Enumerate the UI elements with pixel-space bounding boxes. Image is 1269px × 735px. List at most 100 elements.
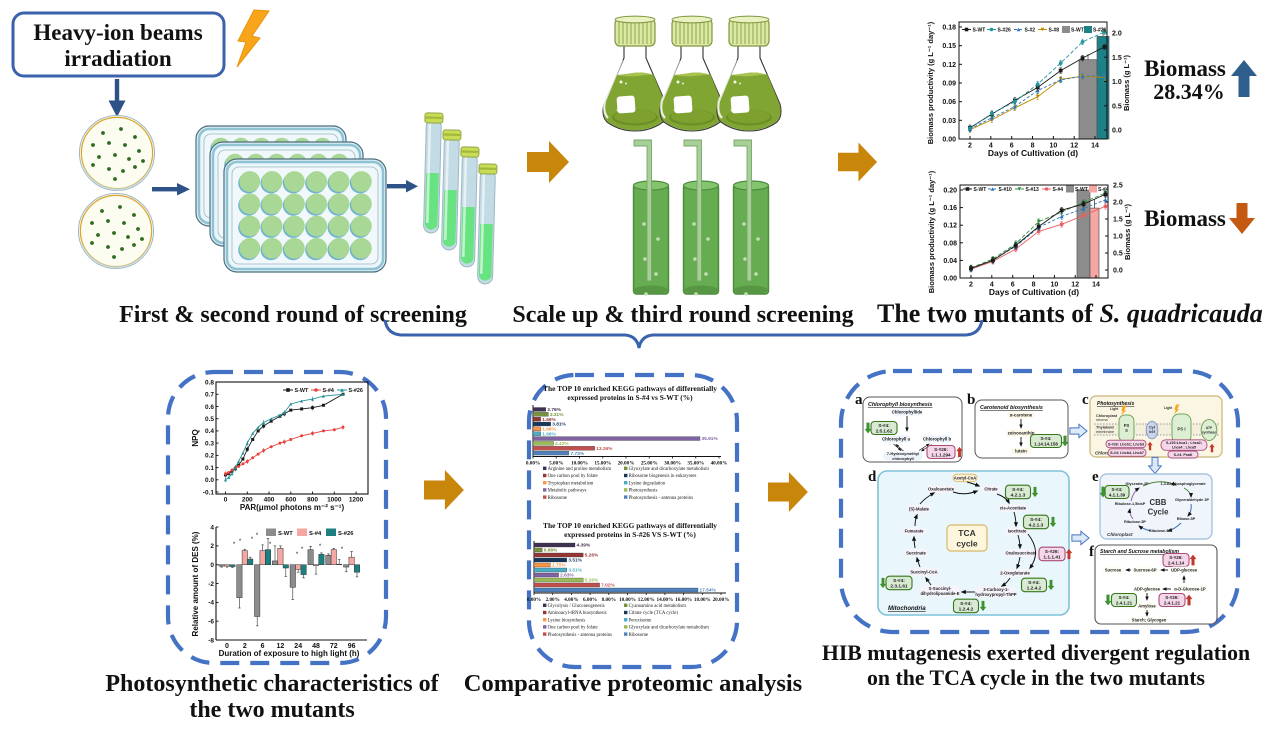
svg-text:Sucrose: Sucrose [1105, 568, 1122, 573]
svg-text:S-#2: S-#2 [1025, 27, 1036, 33]
svg-text:Photosynthesis - antenna prote: Photosynthesis - antenna proteins [548, 633, 612, 638]
svg-text:S-#4:: S-#4: [1111, 487, 1123, 492]
svg-text:0.3: 0.3 [205, 440, 214, 447]
svg-text:Heavy-ion beams: Heavy-ion beams [33, 20, 202, 45]
svg-text:0: 0 [210, 562, 214, 569]
svg-text:S-WT: S-WT [1075, 187, 1088, 193]
svg-text:*: * [341, 547, 344, 553]
svg-text:Cycle: Cycle [1148, 508, 1169, 517]
svg-text:14.00%: 14.00% [656, 597, 673, 603]
svg-text:Cyt: Cyt [1149, 426, 1156, 430]
svg-text:expressed proteins in S-#26 VS: expressed proteins in S-#26 VS S-WT (%) [564, 530, 696, 539]
svg-text:2: 2 [969, 282, 973, 289]
svg-text:UDP-glucose: UDP-glucose [1171, 568, 1198, 573]
svg-text:Ribosome: Ribosome [629, 633, 648, 638]
svg-text:Biomass productivity (g L⁻¹ da: Biomass productivity (g L⁻¹ day⁻¹) [926, 21, 935, 144]
svg-text:One carbon pool by folate: One carbon pool by folate [548, 474, 598, 479]
svg-text:0.0: 0.0 [1113, 268, 1123, 275]
svg-text:0.5: 0.5 [1112, 103, 1122, 110]
svg-text:5.00%: 5.00% [549, 461, 563, 467]
svg-text:expressed proteins in S-#4 vs: expressed proteins in S-#4 vs S-WT (%) [567, 393, 693, 402]
svg-text:1,3-Bisphosphoglycerate: 1,3-Bisphosphoglycerate [1160, 482, 1205, 486]
svg-text:6.00%: 6.00% [583, 597, 597, 603]
svg-text:96: 96 [348, 643, 356, 650]
svg-text:4.2.1.3: 4.2.1.3 [1029, 523, 1044, 529]
svg-text:0.15: 0.15 [942, 43, 956, 50]
svg-text:S-#26: S-#26 [1093, 28, 1107, 34]
svg-text:0.04: 0.04 [943, 258, 957, 265]
svg-text:S-#26:Lhca1 ; Lhca2;: S-#26:Lhca1 ; Lhca2; [1166, 441, 1202, 445]
svg-text:ADP-glucose: ADP-glucose [1134, 587, 1161, 592]
svg-text:S-#13: S-#13 [1026, 187, 1040, 193]
svg-text:Glyceraldehyde 3P: Glyceraldehyde 3P [1175, 498, 1209, 502]
svg-text:18.00%: 18.00% [694, 597, 711, 603]
svg-text:0.20: 0.20 [943, 188, 957, 195]
svg-text:*: * [256, 533, 259, 539]
svg-text:10.00%: 10.00% [619, 597, 636, 603]
svg-text:d: d [868, 469, 877, 485]
svg-text:One carbon pool by folate: One carbon pool by folate [548, 626, 598, 631]
svg-text:-6: -6 [208, 619, 214, 626]
svg-text:α-carotene: α-carotene [1010, 413, 1033, 418]
svg-text:(S)-Malate: (S)-Malate [909, 507, 930, 512]
svg-text:S-WT: S-WT [278, 531, 293, 537]
svg-text:1.66%: 1.66% [542, 417, 556, 423]
svg-text:Days of Cultivation (d): Days of Cultivation (d) [988, 148, 1078, 158]
svg-text:24: 24 [294, 643, 302, 650]
svg-text:0.8: 0.8 [205, 379, 214, 386]
svg-text:*: * [251, 537, 254, 543]
svg-text:-2: -2 [208, 581, 214, 588]
svg-text:0.0: 0.0 [1112, 128, 1122, 135]
svg-text:0.18: 0.18 [942, 25, 956, 32]
svg-text:Chlorophyll a: Chlorophyll a [882, 437, 911, 442]
svg-text:17.54%: 17.54% [699, 588, 716, 594]
svg-text:0.06: 0.06 [942, 99, 956, 106]
svg-text:0.2: 0.2 [205, 453, 214, 460]
svg-text:S-#4:: S-#4: [1118, 595, 1130, 600]
svg-text:Ribosome biogenesis in eukaryo: Ribosome biogenesis in eukaryotes [629, 474, 697, 479]
svg-text:1.0: 1.0 [1112, 79, 1122, 86]
svg-text:800: 800 [307, 497, 318, 504]
svg-text:2.0: 2.0 [1112, 31, 1122, 38]
svg-text:1200: 1200 [349, 497, 364, 504]
svg-text:II: II [1125, 428, 1127, 433]
svg-text:3-Carboxy-1-: 3-Carboxy-1- [983, 587, 1009, 592]
svg-text:Metabolic pathways: Metabolic pathways [548, 489, 587, 494]
svg-text:0.00%: 0.00% [527, 597, 541, 603]
svg-text:S-#4:: S-#4: [878, 423, 890, 428]
svg-text:12: 12 [277, 643, 285, 650]
svg-text:on the TCA cycle in the two mu: on the TCA cycle in the two mutants [867, 666, 1205, 690]
svg-text:Photosynthetic characteristics: Photosynthetic characteristics of [105, 671, 439, 697]
svg-text:0.00: 0.00 [943, 276, 957, 283]
svg-text:8: 8 [1032, 282, 1036, 289]
svg-text:1.2.4.2: 1.2.4.2 [1027, 586, 1042, 592]
svg-text:S-#4:: S-#4: [893, 578, 905, 584]
svg-text:Lhca4 ; Lhca5: Lhca4 ; Lhca5 [1172, 445, 1196, 449]
svg-text:ATP: ATP [1206, 426, 1213, 430]
svg-text:α-D-Glucose-1P: α-D-Glucose-1P [1174, 587, 1206, 592]
svg-text:1.14.14.158: 1.14.14.158 [1034, 441, 1058, 446]
svg-text:TCA: TCA [958, 528, 975, 538]
svg-text:S-#4: PsaK: S-#4: PsaK [1174, 453, 1193, 457]
svg-text:8: 8 [1031, 143, 1035, 150]
svg-text:35.91%: 35.91% [701, 436, 718, 442]
svg-text:12: 12 [1071, 282, 1079, 289]
svg-text:40.00%: 40.00% [711, 461, 728, 467]
svg-text:0.00%: 0.00% [526, 461, 540, 467]
svg-text:S-WT: S-WT [974, 187, 987, 193]
svg-text:2.5: 2.5 [1113, 183, 1123, 190]
svg-text:2.0: 2.0 [1113, 200, 1123, 207]
svg-text:4.42%: 4.42% [555, 441, 569, 447]
svg-text:Succinate: Succinate [906, 551, 926, 556]
svg-text:Glycolysis / Gluconeogenesis: Glycolysis / Gluconeogenesis [548, 604, 605, 609]
svg-text:12: 12 [1070, 143, 1078, 150]
svg-text:the two mutants: the two mutants [189, 697, 354, 723]
svg-text:membrane: membrane [1096, 430, 1114, 434]
svg-text:Biomass productivity (g L⁻¹ da: Biomass productivity (g L⁻¹ day⁻¹) [927, 170, 936, 293]
svg-text:0: 0 [225, 643, 229, 650]
svg-text:Tryptophan metabolism: Tryptophan metabolism [548, 481, 594, 486]
svg-text:Peroxisome: Peroxisome [629, 618, 652, 623]
svg-text:Chlorophyllide: Chlorophyllide [892, 410, 923, 415]
svg-text:Biomass (g L⁻¹): Biomass (g L⁻¹) [1123, 203, 1132, 260]
svg-text:hydroxypropyl-ThPP: hydroxypropyl-ThPP [975, 592, 1016, 597]
